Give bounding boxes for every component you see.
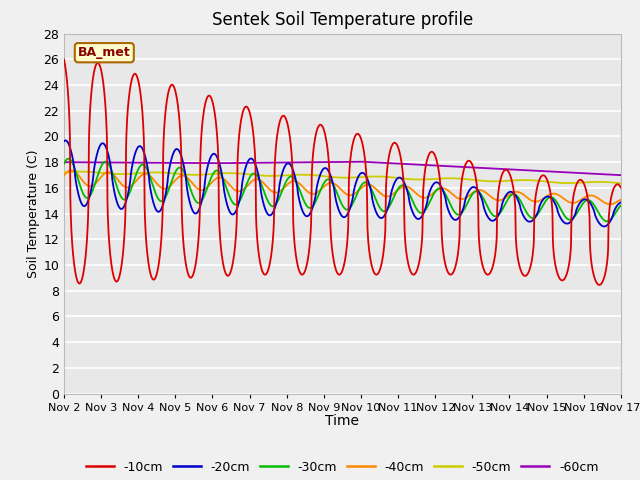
Legend: -10cm, -20cm, -30cm, -40cm, -50cm, -60cm: -10cm, -20cm, -30cm, -40cm, -50cm, -60cm: [81, 456, 604, 479]
Text: BA_met: BA_met: [78, 46, 131, 59]
Y-axis label: Soil Temperature (C): Soil Temperature (C): [28, 149, 40, 278]
X-axis label: Time: Time: [325, 414, 360, 428]
Title: Sentek Soil Temperature profile: Sentek Soil Temperature profile: [212, 11, 473, 29]
